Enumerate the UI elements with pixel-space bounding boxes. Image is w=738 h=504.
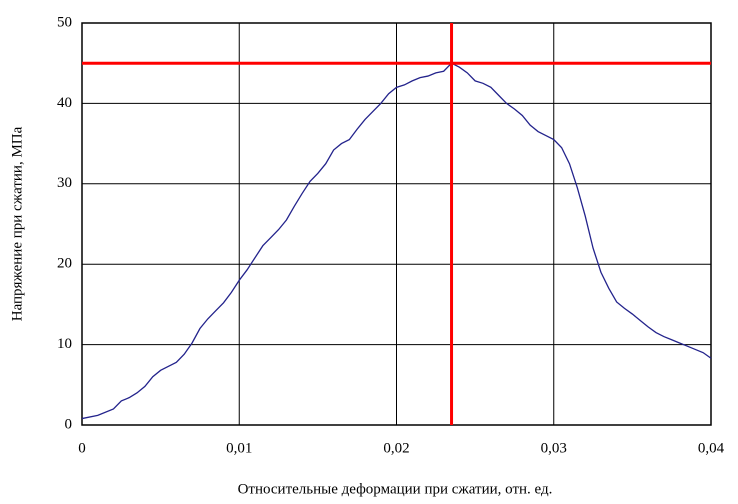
x-tick-label: 0,04 <box>698 440 725 456</box>
y-tick-label: 40 <box>57 95 72 111</box>
y-tick-label: 10 <box>57 336 72 352</box>
y-axis-label: Напряжение при сжатии, МПа <box>9 126 25 321</box>
plot-frame <box>81 22 712 426</box>
y-tick-label: 20 <box>57 256 72 272</box>
data-line <box>81 62 712 420</box>
x-tick-label: 0,03 <box>541 440 567 456</box>
x-axis-label: Относительные деформации при сжатии, отн… <box>238 481 553 497</box>
y-tick-label: 30 <box>57 175 72 191</box>
x-tick-label: 0,02 <box>383 440 409 456</box>
x-tick-label: 0,01 <box>226 440 252 456</box>
y-tick-label: 50 <box>57 14 72 30</box>
y-tick-label: 0 <box>65 416 73 432</box>
x-tick-label: 0 <box>78 440 86 456</box>
